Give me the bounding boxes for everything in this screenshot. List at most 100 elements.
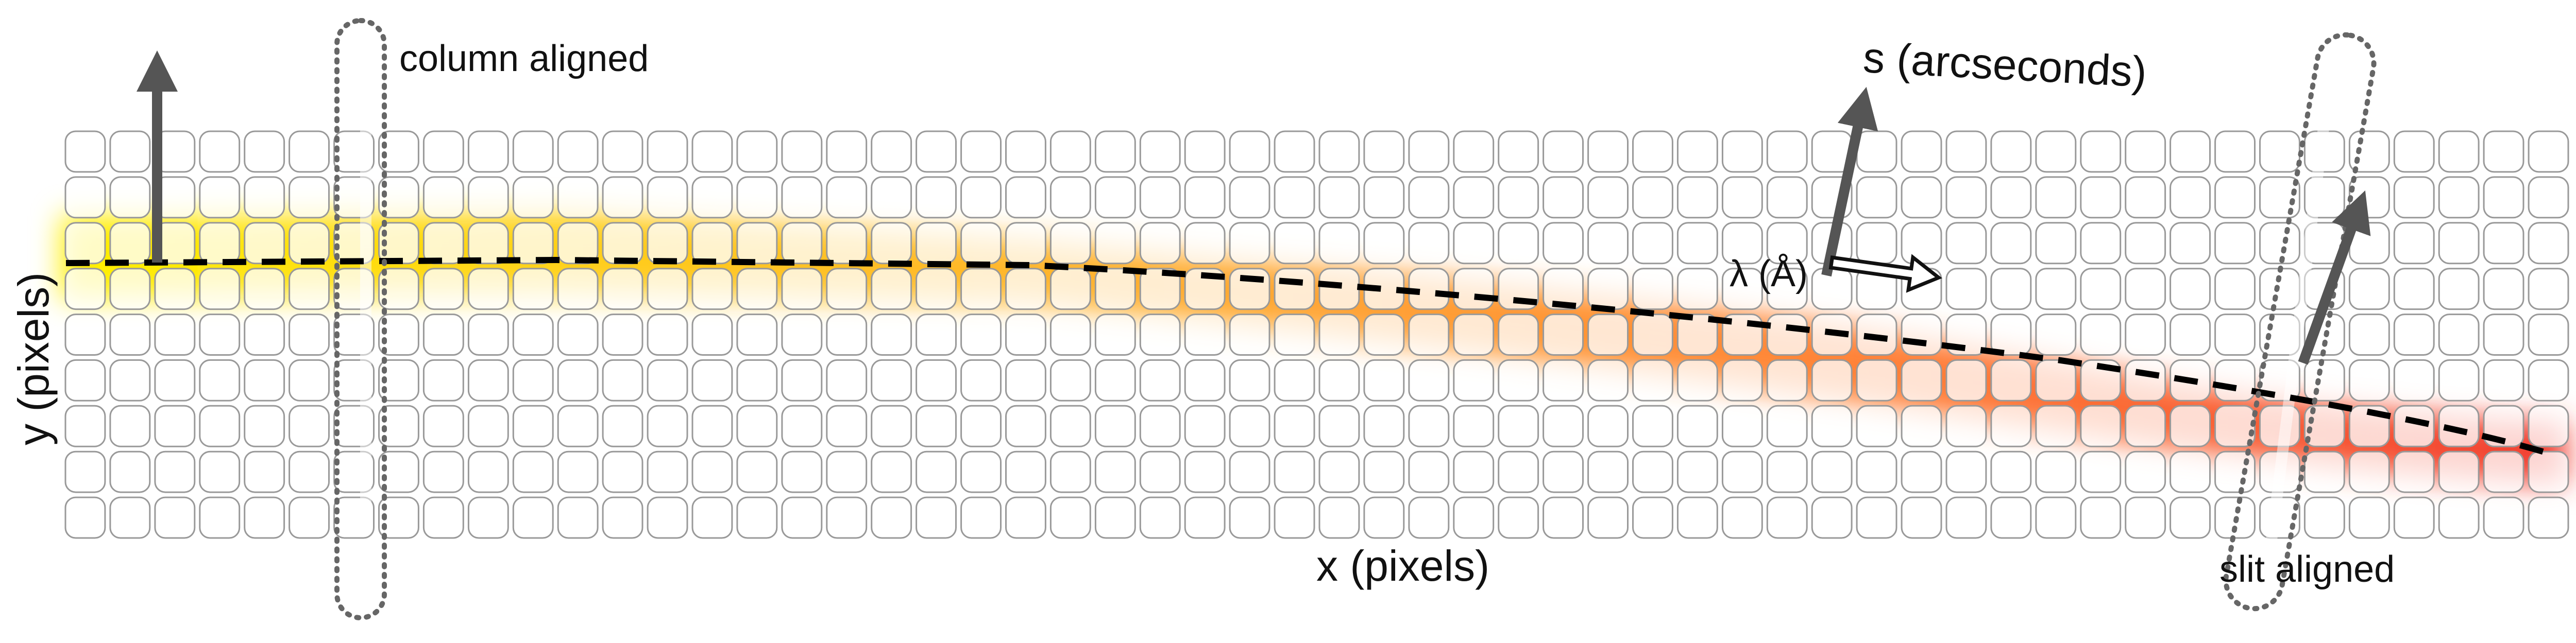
pixel-cell: [2348, 314, 2390, 356]
pixel-cell: [2348, 359, 2390, 402]
pixel-cell: [647, 222, 688, 265]
pixel-cell: [1049, 130, 1091, 173]
pixel-cell: [1676, 314, 1718, 356]
pixel-cell: [557, 314, 599, 356]
pixel-cell: [916, 405, 957, 447]
pixel-cell: [244, 359, 285, 402]
pixel-cell: [1229, 222, 1270, 265]
pixel-cell: [2170, 268, 2211, 310]
pixel-cell: [2035, 496, 2077, 539]
pixel-cell: [199, 359, 241, 402]
pixel-cell: [1363, 130, 1405, 173]
pixel-cell: [2035, 314, 2077, 356]
pixel-cell: [1990, 450, 2032, 493]
pixel-cell: [1543, 314, 1584, 356]
pixel-cell: [2214, 314, 2256, 356]
pixel-cell: [1901, 130, 1942, 173]
pixel-cell: [1990, 405, 2032, 447]
pixel-cell: [1811, 405, 1853, 447]
pixel-cell: [1318, 130, 1360, 173]
pixel-cell: [2259, 268, 2300, 310]
pixel-cell: [781, 314, 823, 356]
pixel-cell: [1543, 450, 1584, 493]
pixel-cell: [1408, 450, 1450, 493]
pixel-cell: [1811, 359, 1853, 402]
pixel-cell: [1676, 359, 1718, 402]
pixel-cell: [1005, 130, 1046, 173]
pixel-cell: [826, 314, 868, 356]
pixel-cell: [1766, 268, 1808, 310]
pixel-cell: [2438, 405, 2480, 447]
pixel-cell: [736, 450, 778, 493]
pixel-cell: [289, 222, 330, 265]
pixel-cell: [1229, 450, 1270, 493]
pixel-cell: [1363, 176, 1405, 219]
pixel-cell: [557, 450, 599, 493]
pixel-cell: [422, 176, 464, 219]
pixel-cell: [1543, 405, 1584, 447]
pixel-cell: [109, 496, 151, 539]
pixel-cell: [871, 130, 912, 173]
pixel-cell: [378, 496, 419, 539]
pixel-cell: [1318, 314, 1360, 356]
pixel-cell: [1990, 176, 2032, 219]
pixel-cell: [289, 405, 330, 447]
pixel-cell: [1005, 359, 1046, 402]
pixel-cell: [1005, 268, 1046, 310]
pixel-cell: [1184, 450, 1226, 493]
pixel-cell: [378, 268, 419, 310]
pixel-cell: [1274, 496, 1315, 539]
pixel-cell: [1632, 130, 1673, 173]
pixel-cell: [1049, 268, 1091, 310]
pixel-cell: [289, 359, 330, 402]
pixel-cell: [781, 130, 823, 173]
x-axis-label: x (pixels): [1316, 542, 1489, 590]
pixel-cell: [2528, 496, 2569, 539]
pixel-cell: [467, 450, 509, 493]
pixel-cell: [916, 176, 957, 219]
pixel-cell: [1632, 268, 1673, 310]
pixel-cell: [960, 268, 1002, 310]
pixel-cell: [199, 268, 241, 310]
pixel-cell: [871, 496, 912, 539]
pixel-cell: [871, 268, 912, 310]
pixel-cell: [960, 176, 1002, 219]
pixel-cell: [736, 405, 778, 447]
pixel-cell: [2259, 222, 2300, 265]
pixel-cell: [2348, 496, 2390, 539]
pixel-cell: [109, 359, 151, 402]
pixel-cell: [467, 130, 509, 173]
pixel-cell: [1139, 130, 1181, 173]
pixel-cell: [109, 222, 151, 265]
pixel-cell: [1721, 496, 1763, 539]
pixel-cell: [2125, 405, 2166, 447]
pixel-cell: [1184, 359, 1226, 402]
pixel-cell: [1408, 359, 1450, 402]
pixel-cell: [1856, 405, 1897, 447]
pixel-cell: [1139, 405, 1181, 447]
pixel-cell: [1139, 314, 1181, 356]
pixel-cell: [781, 496, 823, 539]
pixel-cell: [2528, 130, 2569, 173]
pixel-cell: [1676, 222, 1718, 265]
pixel-cell: [1901, 450, 1942, 493]
pixel-cell: [467, 359, 509, 402]
pixel-cell: [781, 268, 823, 310]
pixel-cell: [109, 450, 151, 493]
pixel-cell: [2170, 222, 2211, 265]
pixel-cell: [1408, 176, 1450, 219]
pixel-cell: [691, 314, 733, 356]
pixel-cell: [512, 176, 554, 219]
pixel-cell: [826, 496, 868, 539]
pixel-cell: [244, 450, 285, 493]
pixel-cell: [871, 314, 912, 356]
pixel-cell: [422, 314, 464, 356]
pixel-cell: [960, 314, 1002, 356]
pixel-cell: [2393, 405, 2435, 447]
pixel-cell: [2483, 130, 2524, 173]
pixel-cell: [1990, 130, 2032, 173]
pixel-cell: [154, 268, 196, 310]
pixel-cell: [1543, 176, 1584, 219]
pixel-cell: [2035, 268, 2077, 310]
